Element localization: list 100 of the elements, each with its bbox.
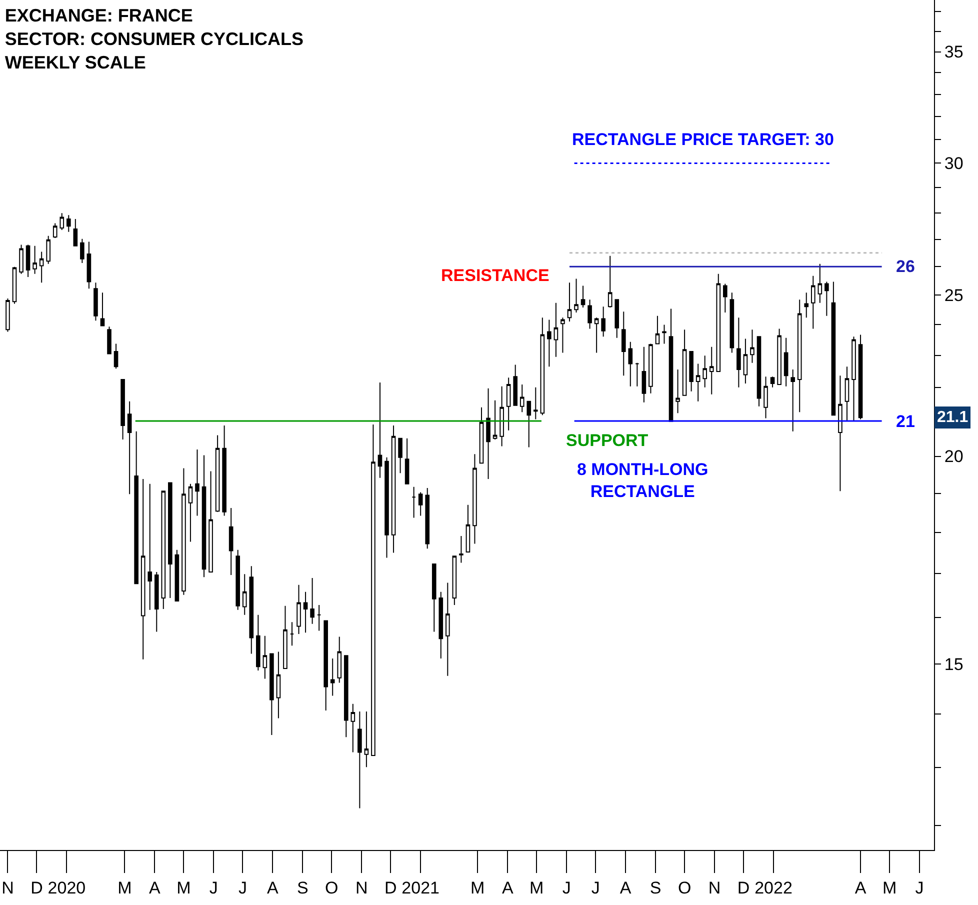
candlestick (86, 241, 92, 290)
candlestick (520, 384, 524, 413)
candlestick (668, 308, 674, 422)
candlestick (174, 549, 180, 602)
x-tick-label: D (737, 878, 750, 898)
x-tick-label: A (266, 878, 279, 898)
candlestick (228, 507, 234, 576)
candlestick (736, 317, 741, 388)
candlestick (628, 341, 633, 387)
candlestick (337, 636, 342, 684)
candlestick (418, 492, 423, 516)
candlestick (412, 486, 416, 518)
candlestick (750, 329, 754, 364)
candlestick (26, 244, 30, 278)
x-tick-label: 2022 (754, 878, 792, 898)
candlestick (94, 282, 98, 322)
candlestick (398, 438, 402, 474)
series-label: 26 (896, 257, 915, 276)
candlestick (472, 454, 477, 544)
candlestick (46, 235, 50, 264)
candlestick (513, 364, 518, 406)
candlestick (547, 319, 552, 368)
candlestick (676, 369, 680, 414)
candlestick (790, 369, 795, 432)
candlestick (6, 298, 10, 332)
candlestick (804, 292, 809, 318)
candlestick (107, 326, 112, 354)
candlestick (324, 620, 328, 711)
y-tick-label: 25 (944, 286, 964, 305)
candlestick (716, 273, 721, 372)
candlestick (249, 566, 254, 654)
candlestick (730, 292, 734, 354)
candlestick (635, 362, 640, 387)
candlestick (344, 655, 348, 738)
candlestick (560, 317, 565, 354)
series-label: RECTANGLE PRICE TARGET: 30 (572, 130, 834, 149)
annotation: 8 MONTH-LONG RECTANGLE (577, 460, 708, 502)
candlestick (459, 536, 464, 564)
candlestick (844, 366, 850, 422)
candlestick (838, 375, 842, 492)
candlestick (777, 328, 782, 385)
candlestick (466, 504, 470, 552)
candlestick (655, 315, 660, 344)
x-tick-label: 2021 (402, 878, 440, 898)
candlestick (19, 244, 24, 274)
x-tick-label: J (209, 878, 218, 898)
candlestick (500, 386, 504, 447)
x-tick-label: M (118, 878, 132, 898)
series-label: 21 (896, 412, 915, 431)
candlestick (648, 343, 653, 394)
annotation: SUPPORT (566, 431, 649, 450)
candlestick (364, 711, 369, 768)
candlestick (39, 251, 44, 284)
x-tick-label: N (2, 878, 14, 898)
candlestick (858, 334, 863, 420)
y-tick-label: 30 (944, 154, 964, 174)
candlestick (743, 338, 748, 384)
candlestick (120, 379, 125, 440)
candlestick (127, 400, 132, 495)
x-tick-label: M (882, 878, 897, 898)
candlestick (492, 400, 498, 440)
candlestick (296, 584, 301, 635)
candlestick (140, 478, 146, 660)
candlestick (378, 382, 382, 478)
candlestick (236, 549, 240, 610)
candlestick (80, 238, 84, 264)
candlestick (540, 317, 545, 416)
candlestick (438, 591, 444, 659)
candlestick (662, 324, 666, 344)
candlestick (256, 614, 260, 671)
candlestick (222, 425, 226, 516)
candlestick (797, 299, 802, 413)
candlestick (283, 605, 288, 670)
candlestick (276, 651, 281, 719)
candlestick (588, 299, 592, 330)
candlestick (73, 218, 78, 246)
candlestick (384, 456, 389, 558)
candlestick (506, 377, 511, 431)
candlestick (60, 212, 64, 231)
candlestick (12, 266, 17, 304)
candlestick (601, 306, 606, 338)
candlestick (574, 278, 578, 314)
x-tick-label: J (591, 878, 600, 898)
candlestick (350, 703, 356, 753)
candlestick (770, 376, 775, 388)
candlestick (526, 400, 532, 448)
candlestick (486, 388, 490, 480)
candlestick (580, 285, 586, 308)
y-tick-label: 20 (944, 447, 964, 466)
candlestick (52, 222, 58, 239)
x-tick-label: A (854, 878, 867, 898)
candlestick (290, 622, 294, 646)
candlestick (161, 490, 166, 610)
candlestick (709, 346, 714, 395)
candlestick (330, 658, 335, 696)
candlestick (134, 430, 138, 584)
candlestick (831, 281, 836, 416)
candlestick (114, 343, 118, 370)
candlestick (148, 483, 152, 610)
x-tick-label: M (470, 878, 485, 898)
